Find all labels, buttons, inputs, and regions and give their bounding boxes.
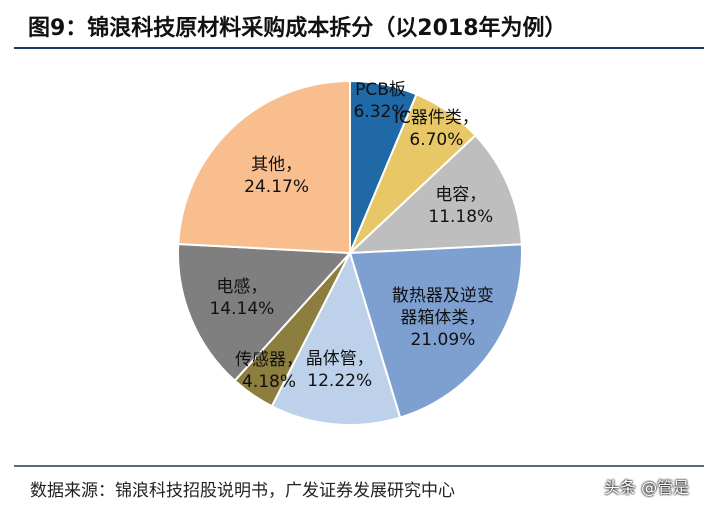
value-label: 14.14%: [209, 298, 275, 319]
category-label: 晶体管，: [305, 348, 374, 369]
slice-label: 电感，14.14%: [202, 276, 282, 320]
category-label: 散热器及逆变器箱体类，: [391, 286, 494, 329]
slice-label: IC器件类，6.70%: [381, 107, 491, 151]
value-label: 24.17%: [244, 176, 309, 197]
slice-label: 散热器及逆变器箱体类，21.09%: [387, 285, 499, 351]
category-label: PCB板: [355, 80, 406, 101]
category-label: IC器件类，: [393, 107, 479, 128]
pie-slice: [270, 250, 402, 426]
pie-slice: [177, 79, 351, 255]
value-label: 4.18%: [242, 371, 297, 392]
slice-label: 电容，11.18%: [421, 184, 501, 228]
category-label: 其他，: [251, 154, 303, 175]
pie-slice: [177, 242, 353, 383]
chart-title: 图9：锦浪科技原材料采购成本拆分（以2018年为例）: [28, 16, 567, 41]
category-label: 传感器，: [235, 349, 304, 370]
slice-label: 晶体管，12.22%: [300, 348, 380, 392]
slice-label: PCB板6.32%: [341, 79, 421, 123]
value-label: 6.32%: [353, 102, 408, 123]
slice-label: 传感器，4.18%: [229, 349, 309, 393]
value-label: 21.09%: [410, 330, 476, 351]
pie-slice: [348, 243, 523, 419]
value-label: 6.70%: [409, 129, 464, 150]
category-label: 电容，: [435, 184, 487, 205]
watermark: 头条 @管是: [604, 478, 690, 497]
source-note: 数据来源：锦浪科技招股说明书，广发证券发展研究中心: [30, 481, 455, 501]
pie-slice: [347, 134, 523, 255]
category-label: 电感，: [216, 276, 268, 297]
value-label: 11.18%: [428, 206, 494, 227]
value-label: 12.22%: [307, 370, 373, 391]
slice-label: 其他，24.17%: [237, 154, 317, 198]
